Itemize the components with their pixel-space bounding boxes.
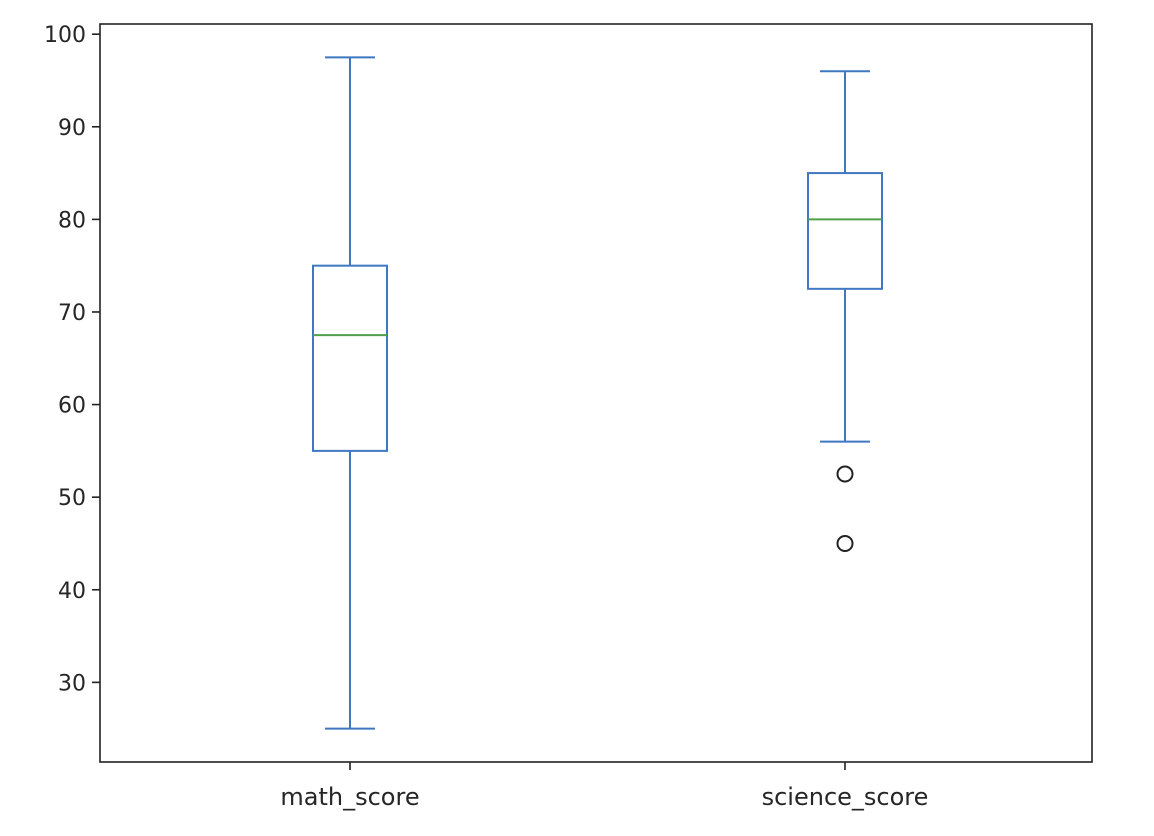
outlier-point (836, 465, 854, 483)
outlier-point (836, 534, 854, 552)
y-tick-label: 40 (58, 579, 86, 604)
y-tick-label: 30 (58, 671, 86, 696)
x-tick-label: science_score (762, 783, 929, 811)
x-tick-label: math_score (280, 783, 419, 811)
y-tick-label: 50 (58, 486, 86, 511)
x-axis: math_score science_score (280, 762, 928, 811)
y-tick-label: 90 (58, 116, 86, 141)
plot-area (99, 23, 1093, 763)
box-math_score (312, 56, 388, 730)
y-tick-label: 60 (58, 394, 86, 419)
box-series (312, 56, 883, 730)
box-science_score (807, 70, 883, 552)
iqr-box (807, 172, 883, 290)
y-tick-label: 80 (58, 208, 86, 233)
y-tick-label: 70 (58, 301, 86, 326)
y-tick-label: 100 (44, 23, 86, 48)
y-axis: 30 40 50 60 70 80 90 100 (44, 23, 100, 696)
iqr-box (312, 264, 388, 452)
